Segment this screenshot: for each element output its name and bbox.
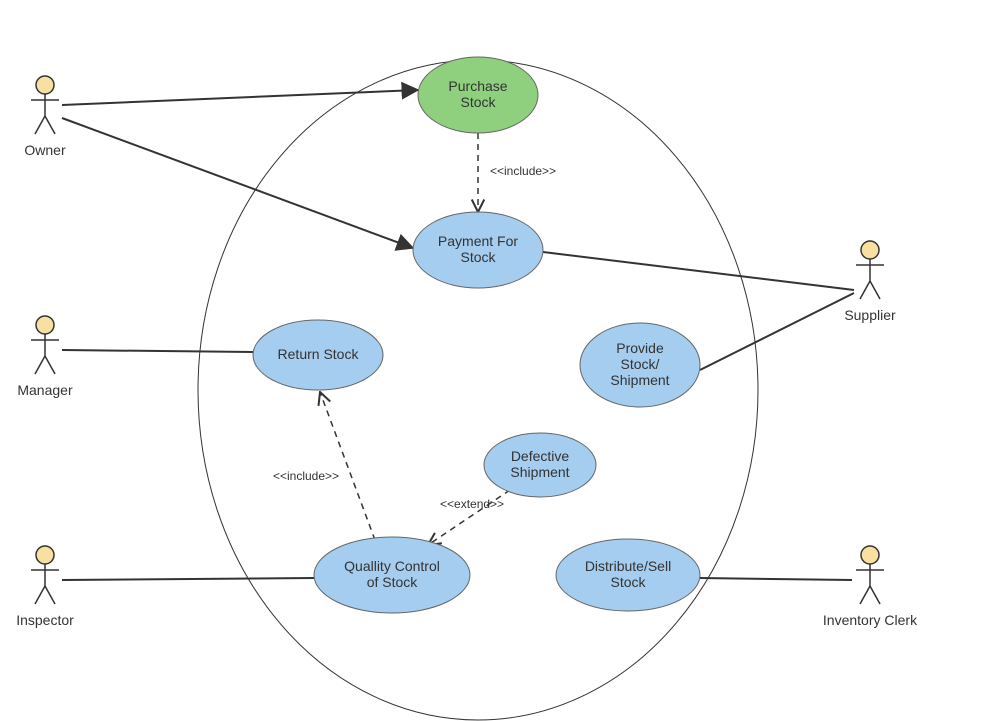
usecase-return-stock: Return Stock	[253, 320, 383, 390]
edge-manager-to-return	[62, 350, 253, 352]
actor-leg-r-icon	[45, 116, 55, 134]
actor-head-icon	[36, 316, 54, 334]
edge-provide-to-supplier	[700, 293, 854, 370]
usecase-defective-ship: DefectiveShipment	[484, 433, 596, 497]
actor-label-supplier: Supplier	[844, 307, 896, 323]
stereotype-purchase-inc-payment: <<include>>	[490, 164, 556, 178]
edge-owner-to-payment	[62, 118, 413, 248]
usecase-purchase-stock: PurchaseStock	[418, 57, 538, 133]
actor-owner: Owner	[24, 76, 66, 158]
usecase-payment-stock: Payment ForStock	[413, 212, 543, 288]
actor-leg-l-icon	[860, 281, 870, 299]
stereotype-defective-ext-qc: <<extend>>	[440, 497, 504, 511]
edge-qc-inc-return	[320, 392, 375, 540]
usecase-label-defective-ship: DefectiveShipment	[510, 448, 569, 480]
actor-leg-r-icon	[870, 281, 880, 299]
stereotype-qc-inc-return: <<include>>	[273, 469, 339, 483]
edge-owner-to-purchase	[62, 90, 418, 105]
actor-label-owner: Owner	[24, 142, 66, 158]
actor-leg-r-icon	[45, 356, 55, 374]
actors: Owner Manager Inspector Supplier Inventory C…	[16, 76, 918, 628]
actor-head-icon	[861, 546, 879, 564]
actor-supplier: Supplier	[844, 241, 896, 323]
directed-edges	[62, 90, 418, 248]
actor-leg-r-icon	[45, 586, 55, 604]
actor-head-icon	[36, 546, 54, 564]
actor-inventory-clerk: Inventory Clerk	[823, 546, 918, 628]
actor-leg-l-icon	[35, 356, 45, 374]
use-cases: PurchaseStock Payment ForStock Return Stoc…	[253, 57, 700, 613]
actor-manager: Manager	[17, 316, 73, 398]
actor-leg-l-icon	[860, 586, 870, 604]
actor-label-inspector: Inspector	[16, 612, 74, 628]
association-edges	[62, 252, 854, 580]
actor-leg-l-icon	[35, 116, 45, 134]
edge-inspector-to-qc	[62, 578, 314, 580]
actor-leg-r-icon	[870, 586, 880, 604]
edge-distribute-to-clerk	[700, 578, 852, 580]
use-case-diagram: <<include>> <<include>> <<extend>> Purchas…	[0, 0, 986, 721]
edge-payment-to-supplier	[543, 252, 854, 290]
actor-leg-l-icon	[35, 586, 45, 604]
usecase-provide-stock: ProvideStock/Shipment	[580, 323, 700, 407]
usecase-label-return-stock: Return Stock	[278, 346, 360, 362]
actor-label-manager: Manager	[17, 382, 73, 398]
usecase-quality-control: Quallity Controlof Stock	[314, 537, 470, 613]
actor-head-icon	[861, 241, 879, 259]
actor-inspector: Inspector	[16, 546, 74, 628]
actor-head-icon	[36, 76, 54, 94]
actor-label-inventory-clerk: Inventory Clerk	[823, 612, 918, 628]
usecase-distribute-sell: Distribute/SellStock	[556, 539, 700, 611]
